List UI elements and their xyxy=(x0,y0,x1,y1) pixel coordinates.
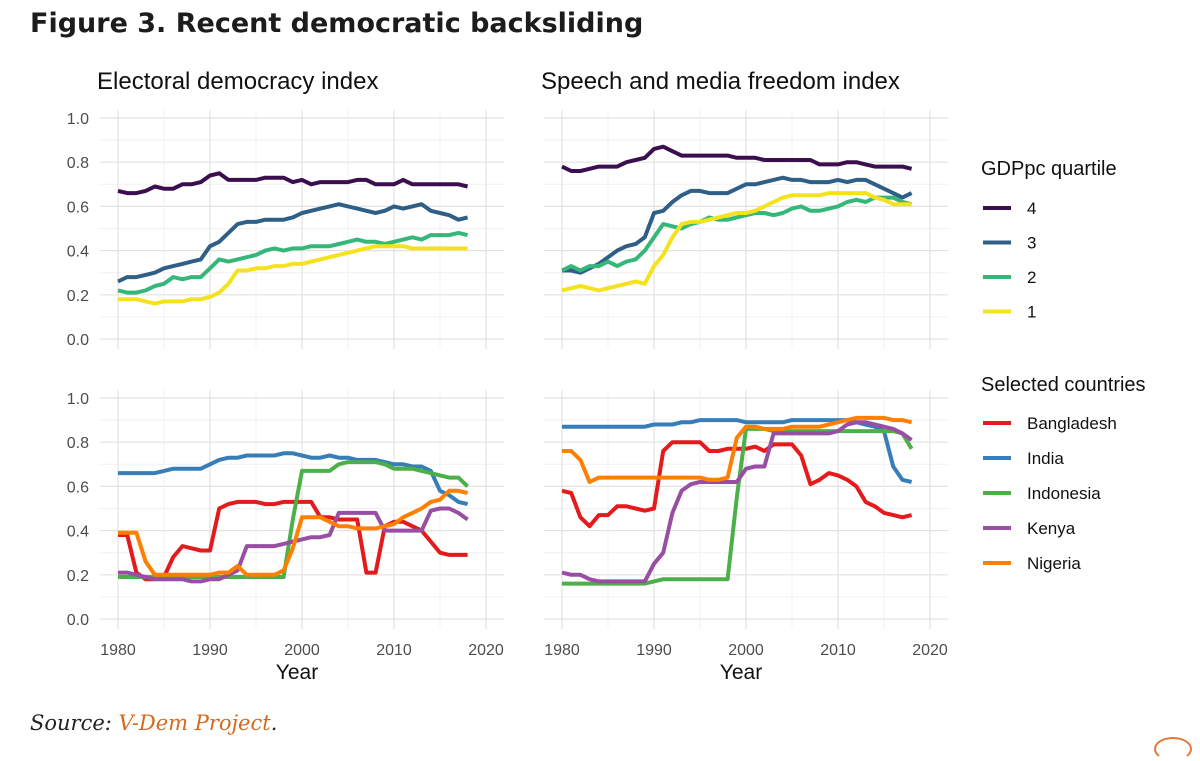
y-tick-label: 0.4 xyxy=(67,524,89,541)
legend-label: 4 xyxy=(1027,199,1036,218)
series-line-Bangladesh xyxy=(118,499,468,582)
series-line-q3 xyxy=(117,202,469,284)
legend-label: 1 xyxy=(1027,303,1036,322)
panel-bottom-right: 1980 1990 2000 2010 2020 Year xyxy=(544,390,948,684)
series-line-q1 xyxy=(561,191,912,293)
panel-top-left: Electoral democracy index 0.0 0.2 0.4 0.6 0.8… xyxy=(67,68,504,349)
legend-title: Selected countries xyxy=(981,374,1146,396)
legend-quartile: GDPpc quartile 4 3 2 1 xyxy=(981,158,1117,322)
y-tick-label: 0.2 xyxy=(67,568,89,585)
series-line-India xyxy=(118,451,469,507)
x-tick-label: 1990 xyxy=(192,642,228,659)
series-line-q2 xyxy=(561,195,913,273)
x-tick-label: 2020 xyxy=(468,642,504,659)
y-tick-label: 0.8 xyxy=(67,155,89,172)
legend-label: 2 xyxy=(1027,268,1036,287)
panel-title: Speech and media freedom index xyxy=(541,68,900,95)
legend-title: GDPpc quartile xyxy=(981,158,1117,180)
gridlines xyxy=(544,110,948,349)
x-tick-label: 2010 xyxy=(820,642,856,659)
figure-title: Figure 3. Recent democratic backsliding xyxy=(30,8,644,39)
source-end: . xyxy=(270,711,278,735)
x-axis-label: Year xyxy=(276,661,318,684)
gridlines xyxy=(100,390,504,629)
series-line-Indonesia xyxy=(562,426,914,586)
x-tick-label: 1990 xyxy=(636,642,672,659)
series-line-Bangladesh xyxy=(561,440,913,529)
x-axis-label: Year xyxy=(720,661,762,684)
source-label: Source: xyxy=(30,711,112,735)
corner-badge-icon xyxy=(1154,737,1192,761)
y-tick-label: 1.0 xyxy=(67,391,89,408)
series-line-Nigeria xyxy=(562,415,913,484)
x-tick-label: 2000 xyxy=(284,642,320,659)
legend-label: Kenya xyxy=(1027,519,1076,538)
x-tick-label: 1980 xyxy=(100,642,136,659)
y-tick-label: 0.6 xyxy=(67,199,89,216)
legend-label: India xyxy=(1027,449,1064,468)
x-tick-label: 2000 xyxy=(728,642,764,659)
panel-bottom-left: 0.0 0.2 0.4 0.6 0.8 1.0 1980 1990 2000 2010 2020 Ye… xyxy=(67,390,504,684)
gridlines xyxy=(100,110,504,349)
panel-title: Electoral democracy index xyxy=(97,68,378,95)
series-line-Indonesia xyxy=(118,460,469,579)
source-link[interactable]: V-Dem Project xyxy=(118,711,271,735)
chart-figure: Electoral democracy index 0.0 0.2 0.4 0.6 0.8… xyxy=(67,68,1146,684)
y-tick-label: 0.0 xyxy=(67,612,89,629)
y-tick-label: 0.0 xyxy=(67,332,89,349)
x-tick-label: 2020 xyxy=(912,642,948,659)
x-tick-label: 1980 xyxy=(544,642,580,659)
series-line-q3 xyxy=(562,175,913,275)
legend-label: 3 xyxy=(1027,234,1036,253)
panel-top-right: Speech and media freedom index xyxy=(541,68,948,349)
legend-label: Bangladesh xyxy=(1027,414,1117,433)
series-line-Nigeria xyxy=(118,488,469,577)
series-line-q4 xyxy=(561,144,913,173)
legend-label: Indonesia xyxy=(1027,484,1101,503)
source-line: Source: V-Dem Project. xyxy=(30,711,277,735)
y-tick-label: 0.2 xyxy=(67,288,89,305)
series-line-q1 xyxy=(118,244,468,306)
y-tick-label: 0.4 xyxy=(67,244,89,261)
legend-label: Nigeria xyxy=(1027,554,1081,573)
series-line-q2 xyxy=(117,230,469,295)
y-tick-label: 1.0 xyxy=(67,111,89,128)
x-tick-label: 2010 xyxy=(376,642,412,659)
legend-countries: Selected countries Bangladesh India Indones… xyxy=(981,374,1146,573)
series-line-q4 xyxy=(117,171,469,196)
y-tick-label: 0.6 xyxy=(67,479,89,496)
series-line-Kenya xyxy=(561,420,913,584)
y-tick-label: 0.8 xyxy=(67,435,89,452)
